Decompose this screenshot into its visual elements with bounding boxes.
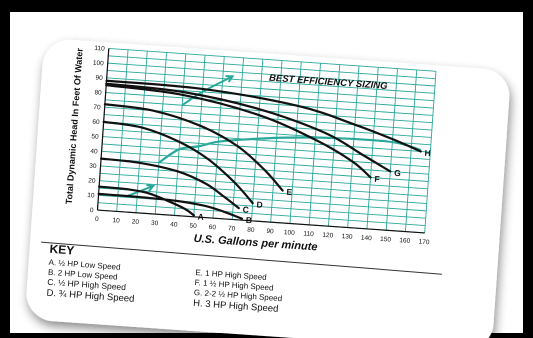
curve-f [105, 84, 372, 179]
y-tick-label: 0 [90, 207, 94, 214]
grid-line-h [97, 202, 426, 227]
curve-g [105, 82, 392, 173]
curve-b [97, 192, 244, 220]
x-tick-label: 20 [131, 218, 139, 226]
x-tick-label: 80 [247, 227, 255, 235]
curve-e [103, 103, 284, 192]
y-tick-label: 40 [90, 148, 98, 156]
grid-line-h [101, 150, 429, 175]
curve-c [99, 157, 240, 210]
curve-d [102, 120, 254, 205]
x-tick-label: 0 [95, 216, 99, 223]
grid-line-h [102, 136, 430, 160]
x-tick-label: 10 [112, 217, 120, 225]
y-tick-labels: 0 10 20 30 40 50 60 70 80 90 100 110 [87, 45, 105, 214]
key-title: KEY [49, 242, 75, 258]
y-tick-label: 110 [94, 45, 105, 53]
y-tick-label: 90 [95, 75, 103, 83]
curve-label-f: F [374, 174, 380, 184]
curve-label-c: C [242, 204, 249, 214]
x-tick-label: 100 [284, 229, 296, 237]
curve-a [98, 185, 195, 217]
x-tick-label: 130 [341, 233, 353, 241]
curve-label-d: D [256, 199, 263, 209]
x-tick-label: 50 [189, 223, 197, 231]
x-tick-label: 150 [380, 236, 392, 244]
pump-curves: A BC D E F G H [97, 79, 431, 225]
x-tick-label: 30 [151, 220, 159, 228]
curve-label-h: H [424, 148, 431, 158]
curve-label-g: G [394, 168, 402, 178]
grid-line-h [107, 70, 435, 94]
x-axis-line [97, 209, 425, 234]
grid-line-h [100, 172, 428, 197]
y-tick-label: 10 [87, 192, 95, 200]
grid-line-h [107, 62, 435, 87]
grid-line-h [100, 165, 428, 190]
curve-h [105, 79, 422, 153]
y-axis-line [96, 48, 110, 211]
grid-line-h [99, 180, 427, 204]
x-tick-label: 70 [228, 225, 236, 233]
curve-label-a: A [197, 212, 204, 222]
grid-line-h [108, 55, 436, 80]
x-tick-label: 110 [303, 230, 314, 238]
x-tick-label: 40 [170, 221, 178, 229]
y-tick-label: 80 [94, 89, 102, 97]
grid-line-h [98, 187, 427, 212]
key-divider [41, 241, 442, 275]
y-tick-label: 60 [92, 119, 100, 127]
y-tick-label: 20 [88, 177, 96, 185]
y-tick-label: 100 [93, 60, 105, 68]
grid-line-h [108, 47, 437, 72]
x-tick-label: 60 [208, 224, 216, 232]
y-tick-label: 70 [93, 104, 101, 112]
efficiency-line [158, 136, 422, 164]
curve-label-e: E [286, 187, 293, 197]
efficiency-arrow [181, 75, 234, 107]
x-tick-label: 160 [399, 237, 411, 245]
y-tick-label: 30 [89, 163, 97, 171]
x-tick-labels: 0 10 20 30 40 50 60 70 80 90 100 110 120 130 140 150 160… [95, 216, 430, 246]
grid-line-h [105, 92, 433, 116]
efficiency-arrowhead [225, 75, 235, 83]
curve-label-b: B [246, 215, 253, 225]
x-tick-label: 170 [418, 239, 430, 247]
x-tick-label: 90 [266, 228, 274, 236]
efficiency-arrowhead [146, 184, 156, 192]
chart-grid [96, 47, 437, 234]
grid-line-h [106, 77, 434, 102]
x-tick-label: 120 [322, 232, 334, 240]
x-tick-label: 140 [361, 234, 373, 242]
y-tick-label: 50 [91, 133, 99, 141]
